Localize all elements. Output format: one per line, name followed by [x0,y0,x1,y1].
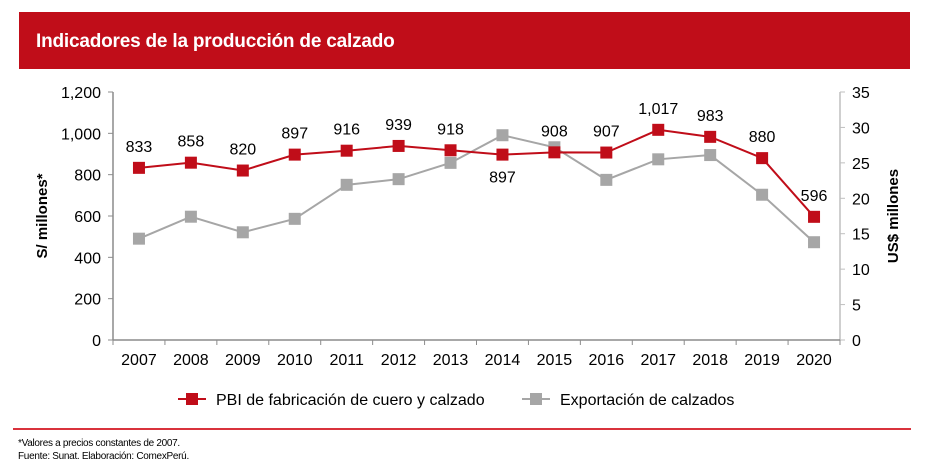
pbi-data-label: 908 [541,123,568,140]
y-left-tick-label: 1,000 [61,126,101,143]
series-pbi [132,123,821,223]
legend-item-pbi: PBI de fabricación de cuero y calzado [178,392,485,409]
y-right-axis-title: US$ millones [885,169,902,263]
exportacion-point [392,173,405,186]
pbi-point [236,164,249,177]
x-tick-label: 2020 [796,352,832,369]
footnote-values: *Valores a precios constantes de 2007. [18,438,180,449]
exportacion-point [600,173,613,186]
y-right-tick-label: 20 [852,191,870,208]
pbi-data-label: 820 [229,142,256,159]
axes: 0 200 400 600 800 1,000 1,200 0 5 10 15 20 25 30 35 200… [34,85,902,369]
y-right-tick-label: 0 [852,333,861,350]
pbi-data-label: 596 [801,188,828,205]
data-labels: 833 858 820 897 916 939 918 897 908 907 1,017 983 88… [126,101,828,205]
y-right-tick-label: 25 [852,156,870,173]
exportacion-point [288,212,301,225]
y-right-tick-label: 10 [852,262,870,279]
x-tick-label: 2012 [381,352,417,369]
exportacion-point [756,188,769,201]
exportacion-point [340,178,353,191]
x-tick-label: 2010 [277,352,313,369]
pbi-point [600,146,613,159]
pbi-point [756,152,769,165]
x-tick-label: 2018 [692,352,728,369]
exportacion-line [138,134,815,243]
legend-label: Exportación de calzados [560,392,734,409]
footnote-source: Fuente: Sunat. Elaboración: ComexPerú. [18,451,189,462]
exportacion-point [132,232,145,245]
y-right-tick-label: 5 [852,298,861,315]
y-left-tick-label: 600 [74,209,101,226]
pbi-point [652,123,665,136]
x-tick-label: 2019 [744,352,780,369]
pbi-data-label: 880 [749,129,776,146]
footer-divider [13,428,911,430]
pbi-point [288,148,301,161]
legend: PBI de fabricación de cuero y calzado Exp… [178,392,734,409]
pbi-data-label: 858 [178,134,205,151]
exportacion-point [236,226,249,239]
pbi-data-label: 916 [333,122,360,139]
exportacion-point [496,129,509,142]
pbi-line [138,128,815,218]
pbi-data-label: 918 [437,121,464,138]
y-left-tick-label: 800 [74,168,101,185]
pbi-data-label: 897 [281,126,308,143]
y-left-axis-title: S/ millones* [34,173,51,258]
legend-label: PBI de fabricación de cuero y calzado [216,392,485,409]
pbi-point [496,148,509,161]
series-exportacion [132,129,821,249]
pbi-data-label: 939 [385,117,412,134]
exportacion-point [184,210,197,223]
exportacion-point [652,153,665,166]
pbi-point [704,130,717,143]
x-tick-label: 2017 [640,352,676,369]
pbi-point [184,156,197,169]
y-right-tick-label: 35 [852,85,870,102]
pbi-data-label: 983 [697,108,724,125]
pbi-point [808,210,821,223]
pbi-point [340,144,353,157]
x-tick-label: 2007 [121,352,157,369]
legend-marker-icon [186,393,198,405]
legend-item-exportacion: Exportación de calzados [522,392,734,409]
y-left-tick-label: 0 [92,333,101,350]
y-right-tick-label: 30 [852,120,870,137]
pbi-data-label: 833 [126,139,153,156]
legend-marker-icon [530,393,542,405]
pbi-point [392,139,405,152]
y-right-tick-label: 15 [852,227,870,244]
x-tick-label: 2008 [173,352,209,369]
y-left-tick-label: 400 [74,250,101,267]
pbi-point [548,146,561,159]
pbi-point [132,161,145,174]
pbi-data-label: 907 [593,124,620,141]
pbi-point [444,144,457,157]
chart-title: Indicadores de la producción de calzado [36,31,395,52]
header-bar [19,12,910,69]
exportacion-point [704,149,717,162]
x-tick-label: 2011 [329,352,364,369]
x-tick-label: 2013 [433,352,469,369]
exportacion-point [808,236,821,249]
y-left-tick-label: 200 [74,292,101,309]
x-tick-label: 2014 [485,352,521,369]
x-tick-label: 2015 [537,352,573,369]
x-tick-label: 2016 [589,352,625,369]
y-left-tick-label: 1,200 [61,85,101,102]
pbi-data-label: 1,017 [638,101,678,118]
pbi-data-label: 897 [489,170,516,187]
x-tick-label: 2009 [225,352,261,369]
exportacion-point [444,156,457,169]
